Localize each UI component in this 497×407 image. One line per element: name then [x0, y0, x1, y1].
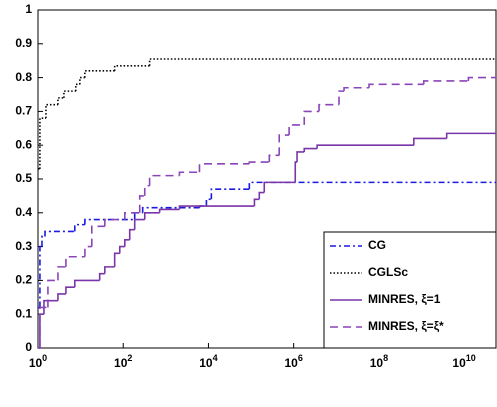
y-tick-label: 0 — [25, 340, 32, 354]
step-segment — [65, 255, 85, 267]
step-segment — [73, 279, 100, 288]
step-segment — [143, 184, 150, 196]
x-tick-label: 1010 — [452, 353, 475, 370]
y-tick-label: 0.7 — [15, 104, 32, 118]
x-tick-label: 100 — [29, 353, 47, 370]
step-segment — [57, 266, 66, 281]
step-segment — [84, 245, 92, 257]
step-segment — [198, 162, 250, 173]
step-segment — [138, 195, 145, 213]
step-segment — [39, 117, 46, 169]
legend-label: MINRES, ξ=1 — [368, 292, 441, 306]
step-segment — [124, 239, 130, 247]
step-segment — [316, 144, 414, 149]
step-segment — [141, 206, 200, 213]
step-segment — [104, 218, 125, 227]
y-tick-label: 0.9 — [15, 36, 32, 50]
legend-label: CGLSc — [368, 265, 408, 279]
step-segment — [338, 90, 345, 105]
step-segment — [178, 205, 255, 210]
step-segment — [303, 110, 320, 125]
step-segment — [413, 137, 447, 146]
step-segment — [128, 228, 135, 240]
step-segment — [278, 134, 290, 156]
x-tick-label: 108 — [370, 353, 388, 370]
y-tick-label: 0.4 — [15, 205, 32, 219]
step-segment — [133, 212, 143, 220]
step-segment — [39, 306, 48, 348]
step-segment — [148, 174, 180, 186]
y-tick-label: 0.2 — [15, 273, 32, 287]
x-tick-label: 102 — [114, 353, 132, 370]
step-segment — [288, 124, 305, 136]
step-segment — [57, 293, 66, 301]
y-tick-label: 0.6 — [15, 137, 32, 151]
step-segment — [133, 218, 145, 230]
step-segment — [65, 286, 75, 294]
step-segment — [113, 252, 120, 267]
step-segment — [148, 58, 496, 66]
step-segment — [57, 97, 64, 105]
y-tick-label: 0.1 — [15, 306, 32, 320]
x-tick-label: 104 — [199, 353, 217, 370]
step-segment — [294, 161, 298, 183]
step-segment — [422, 80, 469, 85]
step-segment — [43, 299, 58, 315]
step-segment — [343, 86, 370, 92]
step-segment — [143, 212, 160, 220]
legend-box — [323, 231, 497, 349]
step-segment — [104, 266, 115, 274]
step-segment — [263, 181, 296, 193]
step-segment — [124, 212, 140, 220]
legend-label: CG — [368, 238, 386, 252]
step-segment — [45, 103, 58, 119]
step-segment — [303, 147, 318, 152]
y-tick-label: 0.8 — [15, 70, 32, 84]
step-segment — [84, 218, 135, 225]
step-segment — [41, 235, 46, 247]
step-segment — [39, 245, 42, 308]
step-segment — [178, 171, 200, 176]
step-segment — [467, 76, 496, 81]
step-segment — [113, 64, 150, 71]
step-segment — [74, 83, 80, 92]
step-segment — [248, 181, 496, 190]
step-segment — [98, 272, 105, 281]
step-segment — [73, 223, 85, 232]
y-tick-label: 0.5 — [15, 171, 32, 185]
step-segment — [258, 191, 265, 200]
step-segment — [296, 151, 305, 163]
step-segment — [158, 208, 180, 213]
step-segment — [445, 132, 496, 139]
step-segment — [268, 154, 280, 163]
step-segment — [118, 245, 125, 254]
x-tick-label: 106 — [284, 353, 302, 370]
step-segment — [79, 76, 85, 85]
step-segment — [210, 188, 250, 200]
step-segment — [248, 161, 270, 164]
step-segment — [90, 225, 105, 247]
step-segment — [47, 279, 58, 308]
step-segment — [44, 230, 75, 237]
step-segment — [318, 103, 340, 112]
step-segment — [205, 198, 212, 207]
step-segment — [368, 83, 424, 88]
step-segment — [63, 90, 76, 98]
legend-label: MINRES, ξ=ξ* — [368, 319, 444, 333]
y-tick-label: 1 — [25, 2, 32, 16]
step-segment — [253, 198, 260, 207]
step-segment — [84, 70, 115, 78]
y-tick-label: 0.3 — [15, 239, 32, 253]
